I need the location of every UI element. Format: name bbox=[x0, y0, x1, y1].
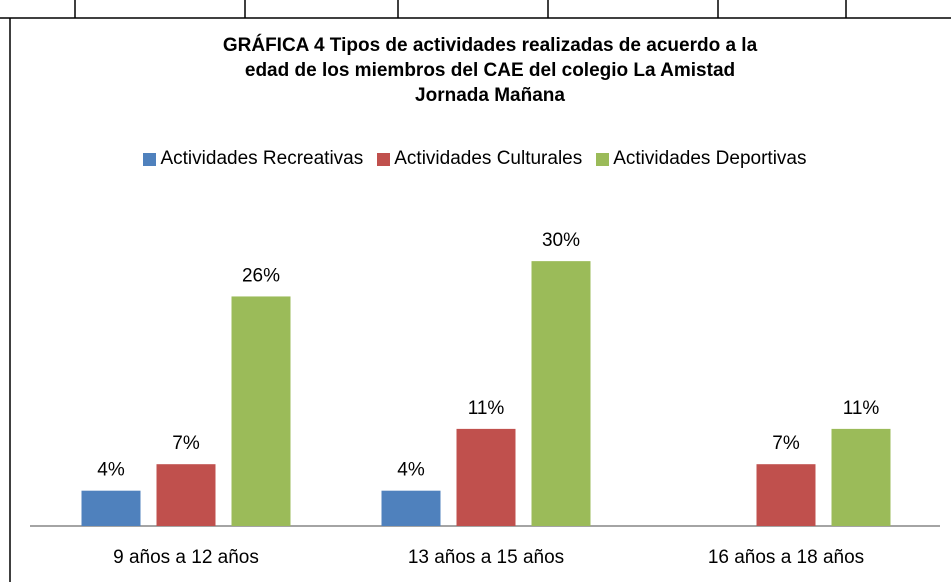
data-label: 26% bbox=[242, 265, 280, 286]
legend: Actividades Recreativas Actividades Cultu… bbox=[10, 148, 940, 170]
data-label: 11% bbox=[843, 398, 880, 419]
legend-item: Actividades Recreativas bbox=[143, 148, 363, 170]
legend-label: Actividades Recreativas bbox=[160, 148, 364, 169]
data-label: 7% bbox=[772, 433, 800, 454]
bar bbox=[81, 490, 141, 526]
legend-item: Actividades Deportivas bbox=[596, 148, 807, 170]
x-tick-label: 16 años a 18 años bbox=[708, 547, 864, 568]
legend-swatch bbox=[143, 152, 157, 166]
data-label: 30% bbox=[542, 230, 580, 251]
x-tick-label: 9 años a 12 años bbox=[113, 547, 259, 568]
data-label: 4% bbox=[397, 460, 425, 481]
data-label: 11% bbox=[468, 398, 505, 419]
x-tick-label: 13 años a 15 años bbox=[408, 547, 564, 568]
data-label: 7% bbox=[172, 433, 200, 454]
legend-label: Actividades Culturales bbox=[394, 148, 583, 169]
bar bbox=[531, 261, 591, 526]
data-label: 4% bbox=[97, 460, 125, 481]
bar bbox=[156, 464, 216, 526]
legend-label: Actividades Deportivas bbox=[613, 148, 807, 169]
legend-swatch bbox=[596, 152, 610, 166]
bar bbox=[756, 464, 816, 526]
bar bbox=[831, 428, 891, 526]
bar bbox=[381, 490, 441, 526]
bar bbox=[231, 296, 291, 526]
legend-item: Actividades Culturales bbox=[377, 148, 582, 170]
chart-title: GRÁFICA 4 Tipos de actividades realizada… bbox=[222, 35, 758, 106]
legend-swatch bbox=[377, 152, 391, 166]
bar bbox=[456, 428, 516, 526]
